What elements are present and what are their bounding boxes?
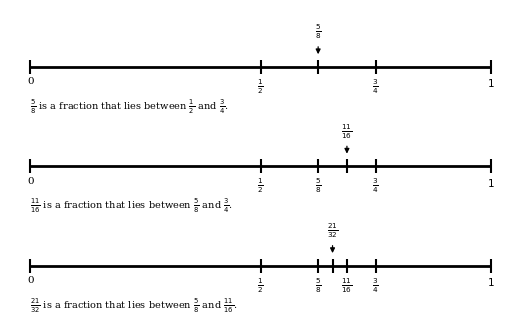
Text: 0: 0 [27,276,34,285]
Text: $\frac{21}{32}$ is a fraction that lies between $\frac{5}{8}$ and $\frac{11}{16}: $\frac{21}{32}$ is a fraction that lies … [30,297,237,315]
Text: $1$: $1$ [486,177,494,189]
Text: 0: 0 [27,177,34,186]
Text: $\frac{1}{2}$: $\frac{1}{2}$ [257,177,264,195]
Text: $\frac{21}{32}$: $\frac{21}{32}$ [326,222,337,240]
Text: $\frac{5}{8}$ is a fraction that lies between $\frac{1}{2}$ and $\frac{3}{4}$.: $\frac{5}{8}$ is a fraction that lies be… [30,98,229,116]
Text: $\frac{11}{16}$: $\frac{11}{16}$ [341,276,352,295]
Text: $\frac{3}{4}$: $\frac{3}{4}$ [372,177,378,195]
Text: 0: 0 [27,77,34,86]
Text: $1$: $1$ [486,276,494,288]
Text: $\frac{1}{2}$: $\frac{1}{2}$ [257,77,264,96]
Text: $\frac{3}{4}$: $\frac{3}{4}$ [372,276,378,295]
Text: $\frac{5}{8}$: $\frac{5}{8}$ [314,276,321,295]
Text: $1$: $1$ [486,77,494,89]
Text: $\frac{1}{2}$: $\frac{1}{2}$ [257,276,264,295]
Text: $\frac{11}{16}$: $\frac{11}{16}$ [341,122,352,141]
Text: $\frac{11}{16}$ is a fraction that lies between $\frac{5}{8}$ and $\frac{3}{4}$.: $\frac{11}{16}$ is a fraction that lies … [30,197,233,215]
Text: $\frac{5}{8}$: $\frac{5}{8}$ [314,23,321,41]
Text: $\frac{5}{8}$: $\frac{5}{8}$ [314,177,321,195]
Text: $\frac{3}{4}$: $\frac{3}{4}$ [372,77,378,96]
